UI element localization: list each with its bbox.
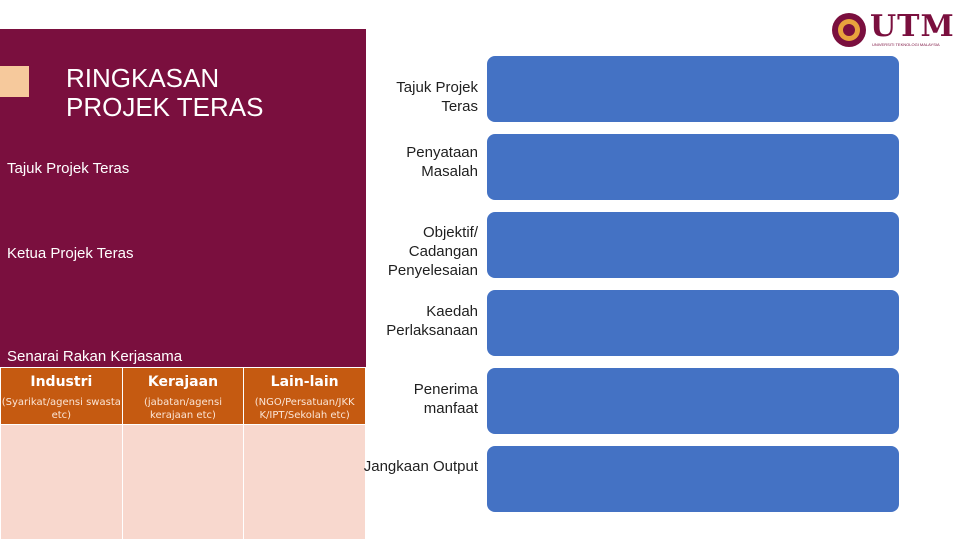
column-heading: Lain-lain (270, 374, 339, 390)
partners-header-kerajaan: Kerajaan (jabatan/agensi kerajaan etc) (121, 367, 245, 425)
utm-seal-icon (832, 13, 866, 47)
slide-title-line1: RINGKASAN (66, 63, 220, 93)
row-label-tajuk: Tajuk Projek Teras (396, 79, 478, 115)
field-tajuk[interactable] (487, 56, 899, 122)
column-subtitle: (jabatan/agensi kerajaan etc) (143, 397, 222, 421)
row-label-jangkaan: Jangkaan Output (363, 458, 478, 475)
partners-table: Industri (Syarikat/agensi swasta etc) Ke… (0, 367, 366, 540)
field-objektif[interactable] (487, 212, 899, 278)
partners-header-lain-lain: Lain-lain (NGO/Persatuan/JKK K/IPT/Sekol… (243, 367, 366, 425)
row-label-kaedah: Kaedah Perlaksanaan (386, 303, 478, 339)
slide-title-line2: PROJEK TERAS (66, 92, 264, 122)
partners-header-industri: Industri (Syarikat/agensi swasta etc) (0, 367, 123, 425)
title-accent-block (0, 66, 29, 97)
partners-header-row: Industri (Syarikat/agensi swasta etc) Ke… (0, 367, 366, 425)
field-jangkaan[interactable] (487, 446, 899, 512)
column-heading: Kerajaan (147, 374, 219, 390)
project-title-label: Tajuk Projek Teras (7, 160, 130, 177)
slide-title: RINGKASAN PROJEK TERAS (66, 64, 356, 122)
partners-cell-kerajaan[interactable] (121, 424, 245, 540)
field-kaedah[interactable] (487, 290, 899, 356)
partners-cell-industri[interactable] (0, 424, 123, 540)
partners-label: Senarai Rakan Kerjasama (7, 348, 183, 365)
logo-subtitle: UNIVERSITI TEKNOLOGI MALAYSIA (872, 42, 940, 47)
partners-cell-lain-lain[interactable] (243, 424, 366, 540)
row-label-objektif: Objektif/ Cadangan Penyelesaian (387, 224, 478, 279)
column-subtitle: (Syarikat/agensi swasta etc) (1, 397, 121, 421)
field-penyataan[interactable] (487, 134, 899, 200)
logo-text: UTM (870, 9, 955, 44)
row-label-penyataan: Penyataan Masalah (406, 144, 478, 180)
utm-logo: UTM UNIVERSITI TEKNOLOGI MALAYSIA (832, 9, 955, 50)
field-penerima[interactable] (487, 368, 899, 434)
row-label-penerima: Penerima manfaat (413, 381, 478, 417)
column-heading: Industri (30, 374, 93, 390)
project-lead-label: Ketua Projek Teras (7, 245, 134, 262)
column-subtitle: (NGO/Persatuan/JKK K/IPT/Sekolah etc) (254, 397, 355, 421)
partners-body-row (0, 424, 366, 540)
